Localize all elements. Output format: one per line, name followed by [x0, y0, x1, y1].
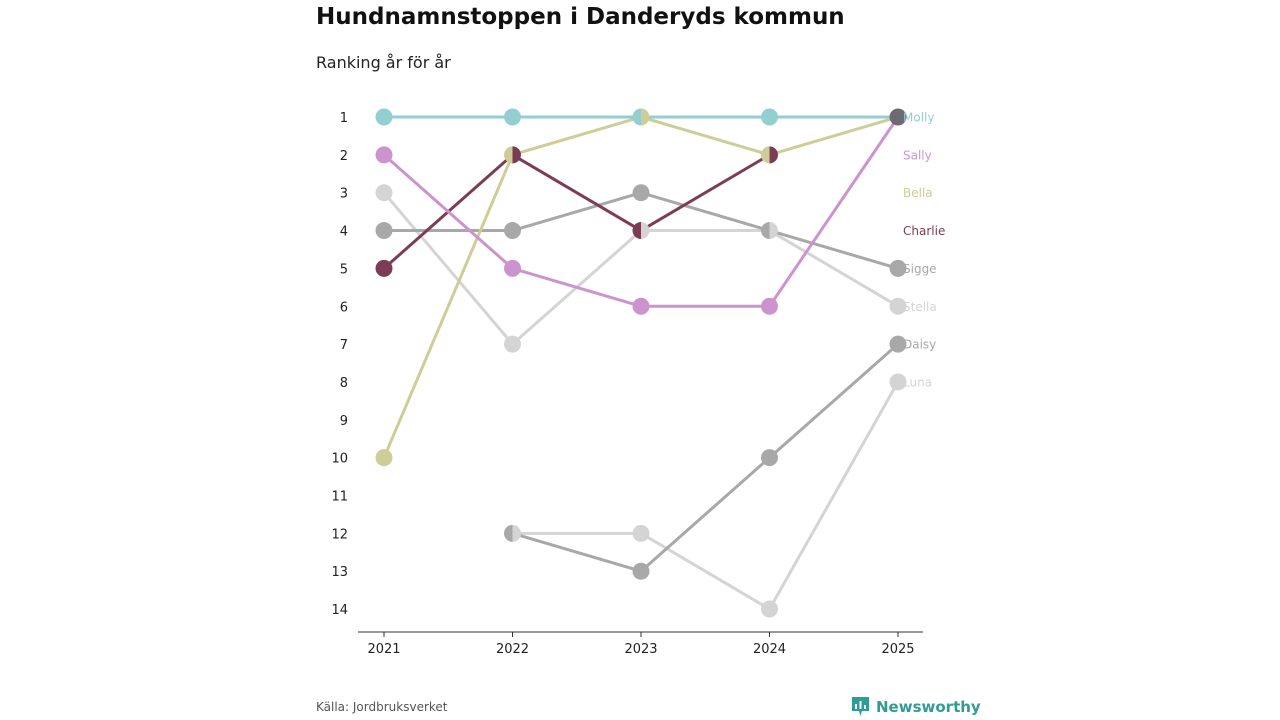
- data-point-luna-2024: [761, 600, 778, 618]
- y-tick-label: 1: [340, 111, 348, 126]
- data-point-bella-2021: [375, 449, 393, 467]
- series-points: [375, 108, 907, 618]
- data-point-sally-2024: [761, 297, 778, 315]
- data-point-daisy-2024: [761, 449, 778, 467]
- x-tick-label: 2025: [881, 642, 914, 657]
- data-point-sigge-2023: [632, 184, 650, 202]
- chart-subtitle: Ranking år för år: [316, 53, 451, 72]
- y-tick-label: 11: [331, 490, 348, 505]
- newsworthy-logo-icon: [852, 697, 869, 716]
- y-tick-label: 7: [340, 338, 348, 353]
- series-line-daisy: [511, 342, 900, 573]
- data-point-stella-charlie-2023: [632, 222, 650, 240]
- series-label-charlie: Charlie: [903, 224, 945, 238]
- series-label-daisy: Daisy: [903, 338, 936, 352]
- x-axis: 2021 2022 2023 2024 2025: [358, 631, 923, 657]
- series-label-bella: Bella: [903, 186, 933, 200]
- data-point-bella-sally-molly-2025: [889, 108, 907, 126]
- data-point-daisy-2023: [632, 562, 650, 580]
- data-point-molly-2021: [375, 108, 393, 126]
- y-tick-label: 9: [340, 414, 348, 429]
- data-point-stella-2022: [504, 335, 521, 353]
- y-tick-label: 6: [340, 300, 348, 315]
- x-tick-label: 2023: [624, 642, 657, 657]
- data-point-sigge-2025: [889, 259, 907, 277]
- series-line-stella: [382, 191, 900, 346]
- data-point-sally-2021: [375, 146, 393, 164]
- series-label-sally: Sally: [903, 148, 932, 162]
- data-point-charlie-2021: [375, 259, 393, 277]
- source-note: Källa: Jordbruksverket: [316, 700, 448, 714]
- series-label-stella: Stella: [903, 300, 937, 314]
- series-line-bella: [382, 115, 900, 460]
- y-tick-label: 3: [340, 187, 348, 202]
- series-label-sigge: Sigge: [903, 262, 937, 276]
- y-tick-label: 10: [331, 452, 348, 467]
- y-tick-label: 4: [340, 225, 348, 240]
- x-tick-label: 2022: [496, 642, 529, 657]
- data-point-stella-2025: [889, 297, 907, 315]
- y-tick-label: 13: [331, 565, 348, 580]
- data-point-luna-daisy-2022: [504, 524, 521, 542]
- chart-title: Hundnamnstoppen i Danderyds kommun: [316, 4, 845, 30]
- brand-logo: Newsworthy: [851, 696, 981, 717]
- data-point-daisy-2025: [889, 335, 907, 353]
- y-tick-label: 14: [331, 603, 348, 618]
- data-point-sigge-2022: [504, 222, 521, 240]
- x-tick-label: 2021: [367, 642, 400, 657]
- data-point-luna-2025: [889, 373, 907, 391]
- series-label-luna: Luna: [903, 375, 932, 389]
- data-point-sigge-2021: [375, 222, 393, 240]
- y-tick-label: 2: [340, 149, 348, 164]
- data-point-charlie-bella-2022: [504, 146, 521, 164]
- y-tick-label: 8: [340, 376, 348, 391]
- data-point-stella-2021: [375, 184, 393, 202]
- x-tick-label: 2024: [753, 642, 786, 657]
- brand-name: Newsworthy: [876, 697, 981, 716]
- series-line-luna: [511, 380, 900, 611]
- data-point-stella-sigge-2024: [761, 222, 778, 240]
- data-point-sally-2023: [632, 297, 650, 315]
- data-point-molly-2022: [504, 108, 521, 126]
- data-point-bella-molly-2023: [632, 108, 650, 126]
- y-tick-label: 12: [331, 527, 348, 542]
- series-labels: Luna Daisy Stella Sigge Charlie Bella Sally Mol…: [903, 111, 945, 390]
- series-label-molly: Molly: [903, 111, 934, 125]
- y-tick-label: 5: [340, 262, 348, 277]
- data-point-sally-2022: [504, 259, 521, 277]
- data-point-luna-2023: [632, 524, 650, 542]
- data-point-molly-2024: [761, 108, 778, 126]
- data-point-charlie-bella-2024: [761, 146, 778, 164]
